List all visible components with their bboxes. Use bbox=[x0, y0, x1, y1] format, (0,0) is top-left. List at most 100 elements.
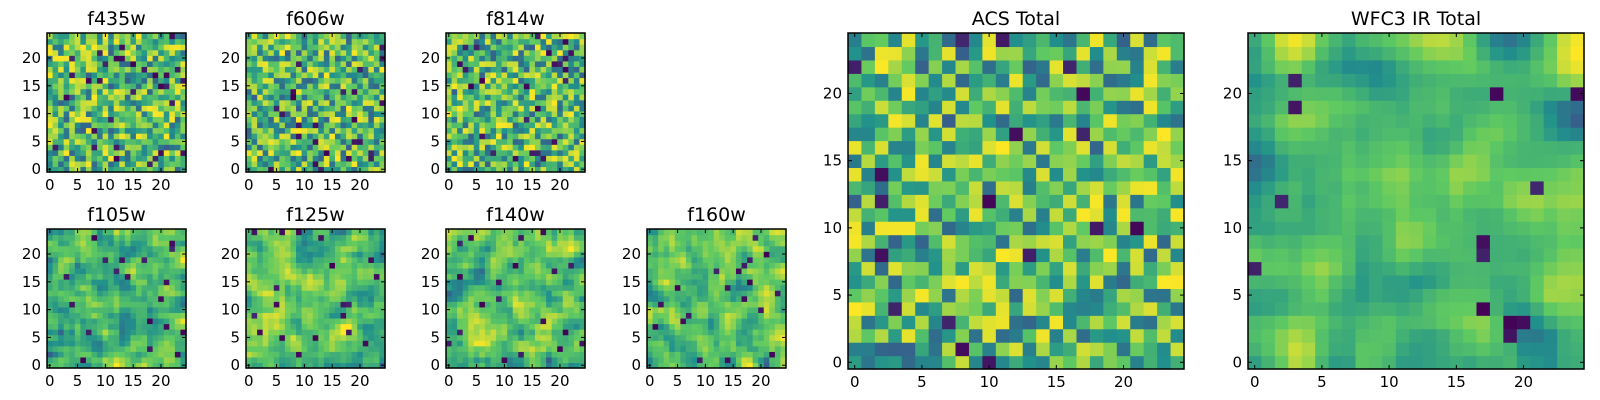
y-tick-label: 20 bbox=[421, 245, 440, 263]
heatmap-cell bbox=[758, 351, 765, 358]
heatmap-cell bbox=[284, 245, 292, 252]
heatmap-cell bbox=[496, 138, 503, 145]
heatmap-cell bbox=[557, 116, 564, 123]
heatmap-cell bbox=[468, 133, 475, 140]
heatmap-cell bbox=[268, 149, 275, 156]
heatmap-cell bbox=[462, 44, 469, 51]
heatmap-cell bbox=[58, 356, 65, 364]
heatmap-cell bbox=[674, 251, 681, 258]
heatmap-cell bbox=[484, 71, 492, 79]
heatmap-cell bbox=[373, 356, 381, 364]
heatmap-cell bbox=[307, 144, 314, 151]
heatmap-cell bbox=[180, 105, 187, 112]
heatmap-cell bbox=[169, 362, 176, 369]
heatmap-cell bbox=[901, 301, 916, 316]
heatmap-cell bbox=[47, 340, 54, 347]
heatmap-cell bbox=[507, 329, 514, 336]
heatmap-cell bbox=[80, 234, 87, 241]
heatmap-cell bbox=[995, 234, 1010, 249]
heatmap-cell bbox=[457, 77, 464, 84]
heatmap-cell bbox=[496, 99, 503, 106]
heatmap-cell bbox=[573, 83, 581, 90]
heatmap-cell bbox=[573, 71, 581, 79]
heatmap-cell bbox=[52, 155, 59, 162]
heatmap-cell bbox=[102, 345, 109, 352]
heatmap-cell bbox=[312, 345, 319, 352]
heatmap-cell bbox=[763, 356, 770, 364]
heatmap-cell bbox=[861, 261, 876, 276]
heatmap-cell bbox=[507, 160, 514, 168]
heatmap-cell bbox=[1022, 194, 1037, 209]
heatmap-cell bbox=[669, 312, 676, 319]
heatmap-cell bbox=[518, 362, 525, 369]
heatmap-cell bbox=[47, 144, 54, 151]
heatmap-cell bbox=[334, 284, 342, 291]
heatmap-cell bbox=[346, 262, 353, 269]
heatmap-cell bbox=[312, 229, 319, 236]
heatmap-cell bbox=[1116, 248, 1131, 263]
heatmap-cell bbox=[91, 121, 98, 129]
heatmap-cell bbox=[735, 351, 743, 358]
heatmap-cell bbox=[346, 295, 353, 302]
heatmap-cell bbox=[518, 133, 525, 140]
heatmap-cell bbox=[163, 60, 170, 67]
heatmap-cell bbox=[568, 88, 575, 95]
heatmap-cell bbox=[257, 256, 264, 263]
heatmap-cell bbox=[334, 334, 342, 341]
heatmap-cell bbox=[346, 323, 353, 330]
heatmap-cell bbox=[273, 256, 280, 263]
heatmap-cell bbox=[568, 334, 575, 341]
heatmap-cell bbox=[446, 317, 453, 325]
heatmap-cell bbox=[307, 105, 314, 112]
heatmap-cell bbox=[119, 144, 126, 151]
heatmap-cell bbox=[507, 312, 514, 319]
heatmap-cell bbox=[340, 105, 347, 112]
heatmap-cell bbox=[446, 340, 453, 347]
heatmap-cell bbox=[507, 240, 514, 247]
heatmap-cell bbox=[69, 155, 76, 162]
heatmap-cell bbox=[362, 66, 369, 73]
heatmap-cell bbox=[861, 315, 876, 330]
heatmap-cell bbox=[451, 110, 458, 117]
heatmap-cell bbox=[158, 99, 165, 106]
heatmap-cell bbox=[496, 267, 503, 275]
heatmap-cell bbox=[697, 229, 704, 236]
heatmap-cell bbox=[1076, 194, 1091, 209]
heatmap-cell bbox=[473, 267, 480, 275]
heatmap-cell bbox=[507, 110, 514, 117]
heatmap-cell bbox=[1170, 328, 1185, 343]
heatmap-cell bbox=[462, 262, 469, 269]
heatmap-cell bbox=[163, 362, 170, 369]
heatmap-cell bbox=[58, 88, 65, 95]
heatmap-cell bbox=[357, 262, 364, 269]
heatmap-cell bbox=[752, 273, 759, 280]
heatmap-cell bbox=[373, 290, 381, 297]
heatmap-cell bbox=[169, 273, 176, 280]
panel-title-f125w: f125w bbox=[286, 204, 345, 226]
heatmap-cell bbox=[462, 71, 469, 79]
heatmap-cell bbox=[1103, 180, 1118, 195]
heatmap-cell bbox=[334, 240, 342, 247]
heatmap-cell bbox=[484, 155, 492, 162]
heatmap-cell bbox=[85, 94, 93, 101]
heatmap-cell bbox=[174, 262, 182, 269]
heatmap-cell bbox=[540, 312, 547, 319]
heatmap-cell bbox=[373, 340, 381, 347]
heatmap-cell bbox=[301, 149, 308, 156]
heatmap-cell bbox=[351, 345, 358, 352]
heatmap-cell bbox=[273, 110, 280, 117]
heatmap-cell bbox=[534, 251, 542, 258]
heatmap-cell bbox=[91, 323, 98, 330]
heatmap-cell bbox=[368, 229, 375, 236]
heatmap-cell bbox=[719, 279, 726, 286]
heatmap-cell bbox=[462, 49, 469, 56]
heatmap-cell bbox=[507, 340, 514, 347]
heatmap-cell bbox=[169, 55, 176, 62]
heatmap-cell bbox=[357, 340, 364, 347]
heatmap-cell bbox=[568, 49, 575, 56]
heatmap-cell bbox=[290, 301, 297, 308]
heatmap-cell bbox=[130, 273, 137, 280]
heatmap-cell bbox=[484, 166, 492, 173]
heatmap-cell bbox=[318, 306, 325, 313]
y-tick-label: 10 bbox=[421, 301, 440, 319]
